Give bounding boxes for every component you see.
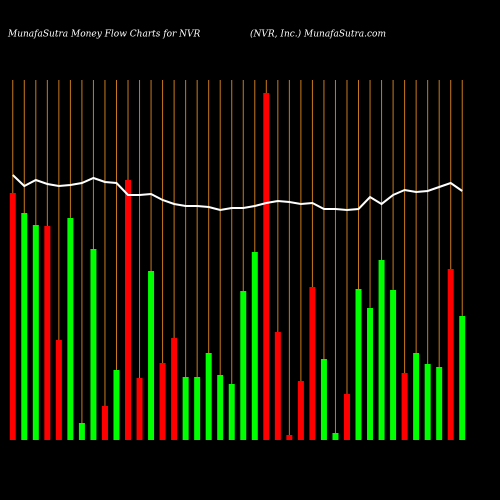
bar [205, 353, 212, 440]
bar [67, 218, 74, 440]
bar [148, 271, 155, 440]
bar [286, 435, 293, 440]
chart-subtitle: (NVR, Inc.) MunafaSutra.com [250, 29, 386, 40]
bar [125, 180, 132, 440]
bar [228, 384, 235, 440]
bar [436, 367, 443, 440]
bar [159, 363, 166, 440]
bar [309, 287, 316, 440]
bar [171, 338, 178, 440]
bar [367, 308, 374, 440]
bar [32, 225, 39, 440]
bar [320, 359, 327, 440]
bar [297, 381, 304, 440]
bar [274, 332, 281, 440]
bar [194, 377, 201, 440]
bar [113, 370, 120, 440]
bar [401, 373, 408, 440]
bar [9, 193, 16, 440]
money-flow-line [12, 174, 463, 212]
bar [390, 290, 397, 440]
bar [355, 289, 362, 440]
chart-title: MunafaSutra Money Flow Charts for NVR [7, 30, 201, 40]
bar [101, 406, 108, 440]
bar [424, 364, 431, 440]
bar [136, 378, 143, 440]
bar [55, 340, 62, 440]
bar [44, 226, 51, 440]
bar [332, 433, 339, 440]
bar [459, 316, 466, 440]
bar [21, 213, 28, 440]
bar [217, 375, 224, 440]
bar [263, 93, 270, 440]
bar [90, 249, 97, 440]
bar [251, 252, 258, 440]
bar [447, 269, 454, 440]
bar [240, 291, 247, 440]
bar [343, 394, 350, 440]
bar [182, 377, 189, 440]
bar [378, 260, 385, 440]
bar [78, 423, 85, 440]
bar [413, 353, 420, 440]
